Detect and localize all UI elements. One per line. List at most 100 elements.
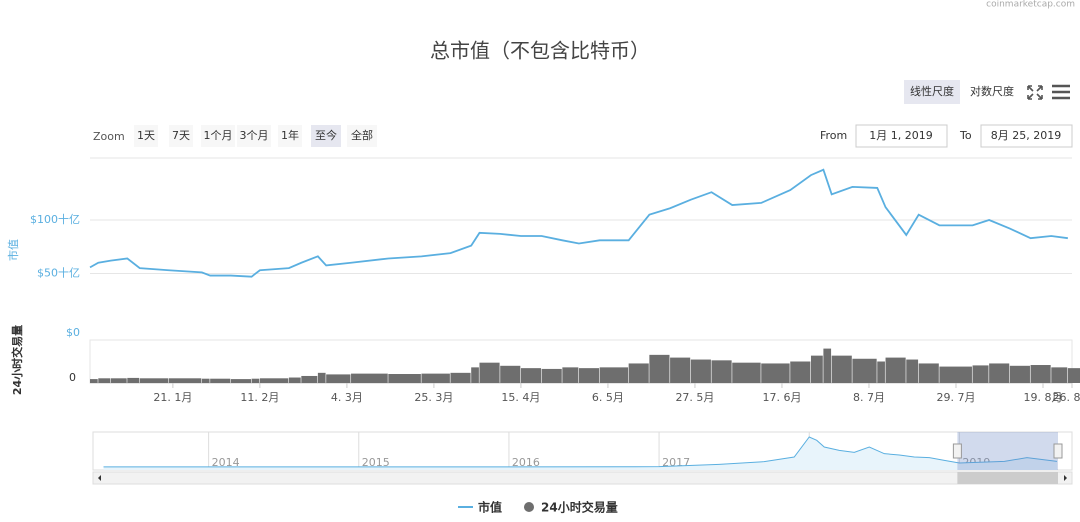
volume-bar	[201, 378, 210, 383]
volume-bar	[599, 367, 629, 383]
y-tick-label: $50十亿	[37, 265, 80, 279]
volume-bar	[259, 378, 289, 383]
from-input[interactable]	[855, 124, 948, 148]
volume-bar	[500, 365, 521, 383]
volume-bar	[450, 372, 471, 383]
volume-bar	[1051, 367, 1068, 383]
scrollbar-track[interactable]	[92, 471, 1073, 485]
y-tick-label: $100十亿	[30, 212, 80, 226]
x-tick-label: 6. 5月	[592, 391, 624, 404]
zoom-button[interactable]: 7天	[172, 129, 190, 142]
volume-bar	[421, 373, 450, 383]
x-tick-label: 4. 3月	[331, 391, 363, 404]
volume-bar	[1030, 365, 1051, 383]
zoom-button[interactable]: 至今	[315, 128, 337, 142]
navigator-tick-label: 2015	[362, 456, 390, 469]
x-tick-label: 15. 4月	[501, 391, 540, 404]
volume-bar	[479, 362, 500, 383]
y2-tick-label: 0	[69, 371, 76, 384]
volume-bar	[823, 348, 832, 383]
x-tick-label: 29. 7月	[936, 391, 975, 404]
legend-label[interactable]: 24小时交易量	[541, 500, 618, 515]
zoom-button-bg[interactable]	[201, 125, 235, 147]
volume-bar	[906, 359, 919, 383]
volume-bar	[628, 363, 649, 383]
navigator-selection[interactable]	[957, 432, 1058, 470]
to-input[interactable]	[980, 124, 1073, 148]
menu-icon[interactable]	[1052, 84, 1070, 100]
volume-bar	[885, 357, 906, 383]
zoom-button-bg[interactable]	[347, 125, 377, 147]
zoom-button-bg[interactable]	[278, 125, 302, 147]
zoom-button-bg[interactable]	[237, 125, 271, 147]
volume-bar	[288, 377, 301, 383]
scroll-left-arrow[interactable]	[98, 475, 101, 481]
volume-bar	[301, 375, 318, 383]
legend-marker	[524, 502, 534, 512]
zoom-button[interactable]: 全部	[351, 128, 373, 142]
volume-bar	[732, 362, 761, 383]
x-tick-label: 27. 5月	[675, 391, 714, 404]
volume-bar	[541, 368, 562, 383]
volume-bar	[810, 355, 823, 383]
volume-bar	[790, 361, 811, 383]
volume-bar	[761, 363, 790, 383]
volume-bar	[520, 368, 542, 383]
fullscreen-icon[interactable]	[1027, 85, 1043, 100]
scroll-right-arrow[interactable]	[1064, 475, 1067, 481]
volume-bar	[649, 354, 670, 383]
navigator-tick-label: 2014	[212, 456, 240, 469]
navigator-area	[103, 437, 1057, 470]
zoom-button[interactable]: 1年	[281, 128, 299, 142]
volume-bar	[230, 379, 251, 383]
scale-button[interactable]: 对数尺度	[970, 84, 1014, 98]
volume-bar	[711, 360, 732, 383]
zoom-button-bg[interactable]	[311, 125, 341, 147]
navigator-handle[interactable]	[952, 443, 962, 459]
x-tick-label: 11. 2月	[240, 391, 279, 404]
x-tick-label: 21. 1月	[153, 391, 192, 404]
volume-bar	[98, 378, 111, 383]
legend-label[interactable]: 市值	[478, 500, 502, 515]
scale-button-bg[interactable]	[904, 80, 960, 104]
zoom-label: Zoom	[93, 130, 125, 143]
volume-bar	[110, 378, 127, 383]
from-label: From	[820, 129, 847, 142]
scale-button[interactable]: 线性尺度	[910, 84, 954, 98]
x-tick-label: 8. 7月	[853, 391, 885, 404]
volume-bar	[831, 355, 852, 383]
volume-bar	[139, 378, 169, 383]
volume-bar	[670, 357, 691, 383]
navigator-tick-label: 2016	[512, 456, 540, 469]
navigator-line	[103, 436, 1058, 468]
volume-bar	[251, 378, 260, 383]
volume-bar	[127, 377, 140, 383]
zoom-button[interactable]: 1个月	[204, 129, 233, 142]
y2-axis-label: 24小时交易量	[10, 325, 24, 395]
to-label: To	[959, 129, 972, 142]
volume-bar	[1067, 368, 1080, 383]
zoom-button[interactable]: 3个月	[240, 129, 269, 142]
x-tick-label: 25. 3月	[414, 391, 453, 404]
volume-bar	[918, 363, 939, 383]
volume-bar	[877, 361, 885, 383]
volume-bar	[388, 374, 421, 383]
volume-bar	[690, 359, 711, 383]
volume-bar	[1009, 365, 1030, 383]
volume-bar	[852, 358, 877, 383]
zoom-button-bg[interactable]	[169, 125, 193, 147]
navigator-handle[interactable]	[1053, 443, 1063, 459]
from-value[interactable]: 1月 1, 2019	[869, 129, 932, 142]
to-value[interactable]: 8月 25, 2019	[991, 129, 1061, 142]
zoom-button-bg[interactable]	[134, 125, 158, 147]
volume-bar	[939, 366, 972, 383]
volume-bar	[90, 379, 98, 383]
volume-bar	[562, 367, 579, 383]
volume-bar	[578, 368, 600, 383]
x-tick-label: 17. 6月	[762, 391, 801, 404]
watermark: coinmarketcap.com	[986, 0, 1075, 10]
zoom-button[interactable]: 1天	[137, 129, 155, 142]
scrollbar-thumb[interactable]	[957, 472, 1058, 484]
y-axis-label: 市值	[6, 239, 20, 261]
